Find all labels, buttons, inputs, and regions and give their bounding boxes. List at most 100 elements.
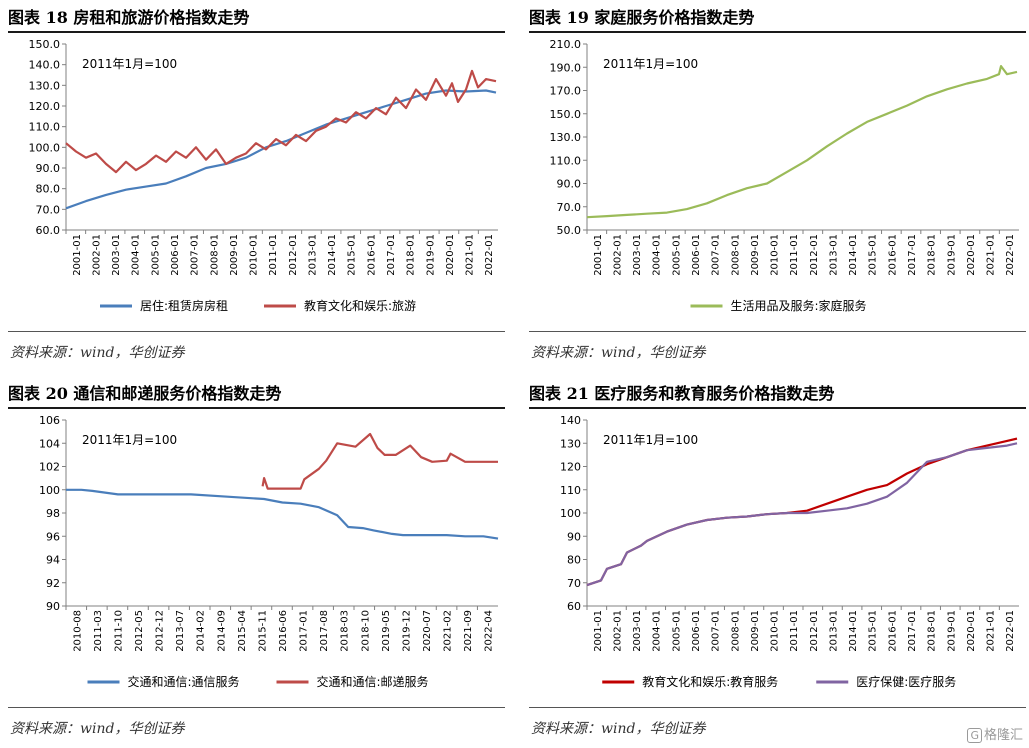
chart-annotation: 2011年1月=100 xyxy=(603,433,698,447)
x-tick-label: 2012-01 xyxy=(288,234,299,276)
chart-annotation: 2011年1月=100 xyxy=(82,57,177,71)
x-tick-label: 2021-01 xyxy=(986,234,997,276)
y-tick-label: 150.0 xyxy=(550,108,582,121)
x-tick-label: 2022-04 xyxy=(484,610,495,652)
x-tick-label: 2017-01 xyxy=(386,234,397,276)
chart-annotation: 2011年1月=100 xyxy=(603,57,698,71)
y-tick-label: 94 xyxy=(46,554,60,567)
x-tick-label: 2012-05 xyxy=(134,610,145,652)
x-tick-label: 2022-01 xyxy=(1005,234,1016,276)
x-tick-label: 2005-01 xyxy=(671,610,682,652)
y-tick-label: 120 xyxy=(560,461,581,474)
watermark-logo-icon: G xyxy=(967,728,982,743)
x-tick-label: 2006-01 xyxy=(691,610,702,652)
x-tick-label: 2016-01 xyxy=(887,610,898,652)
y-tick-label: 110.0 xyxy=(550,154,582,167)
y-tick-label: 90.0 xyxy=(36,162,61,175)
x-tick-label: 2003-01 xyxy=(632,234,643,276)
x-tick-label: 2006-01 xyxy=(691,234,702,276)
series-line-0 xyxy=(65,89,497,210)
x-tick-label: 2007-01 xyxy=(711,234,722,276)
source-note: 资料来源：wind，华创证券 xyxy=(10,721,185,737)
x-tick-label: 2011-01 xyxy=(789,234,800,276)
y-tick-label: 130.0 xyxy=(29,79,61,92)
source-rule xyxy=(8,707,505,708)
x-tick-label: 2007-01 xyxy=(190,234,201,276)
medical-education-chart: 60 70 80 90 100 110 120 130 140 2001-01 2002-01 200… xyxy=(560,414,1019,689)
title-rule xyxy=(529,407,1026,409)
y-tick-label: 104 xyxy=(39,437,60,450)
x-tick-label: 2013-01 xyxy=(828,234,839,276)
x-tick-label: 2015-01 xyxy=(868,610,879,652)
watermark: G 格隆汇 xyxy=(967,724,1023,743)
x-tick-label: 2014-01 xyxy=(848,610,859,652)
y-tick-label: 92 xyxy=(46,577,60,590)
x-tick-label: 2016-06 xyxy=(278,610,289,652)
x-tick-label: 2013-07 xyxy=(175,610,186,652)
y-tick-label: 100 xyxy=(560,507,581,520)
x-tick-label: 2019-01 xyxy=(946,610,957,652)
x-tick-label: 2010-08 xyxy=(72,610,83,652)
legend-label-0: 交通和通信:通信服务 xyxy=(128,674,240,689)
chart-title: 图表 21 医疗服务和教育服务价格指数走势 xyxy=(529,384,835,403)
x-tick-label: 2014-01 xyxy=(848,234,859,276)
y-tick-label: 96 xyxy=(46,530,60,543)
y-tick-label: 130 xyxy=(560,437,581,450)
watermark-text: 格隆汇 xyxy=(983,728,1023,743)
y-tick-label: 80 xyxy=(567,554,581,567)
y-tick-label: 90 xyxy=(46,600,60,613)
x-tick-label: 2005-01 xyxy=(671,234,682,276)
x-tick-label: 2002-01 xyxy=(612,610,623,652)
y-tick-label: 120.0 xyxy=(29,100,61,113)
x-tick-label: 2013-01 xyxy=(307,234,318,276)
household-services-chart: 50.0 70.0 90.0 110.0 130.0 150.0 170.0 190.0 210… xyxy=(550,38,1019,313)
y-tick-label: 140 xyxy=(560,414,581,427)
series-line-0 xyxy=(586,64,1018,219)
x-tick-label: 2005-01 xyxy=(150,234,161,276)
y-tick-label: 70 xyxy=(567,577,581,590)
y-tick-label: 90 xyxy=(567,530,581,543)
source-note: 资料来源：wind，华创证券 xyxy=(10,345,185,361)
series-line-0 xyxy=(586,437,1018,587)
x-tick-label: 2021-01 xyxy=(465,234,476,276)
x-tick-label: 2008-01 xyxy=(730,610,741,652)
x-tick-label: 2002-01 xyxy=(91,234,102,276)
chart-title: 图表 18 房租和旅游价格指数走势 xyxy=(8,8,250,27)
x-tick-label: 2018-10 xyxy=(360,610,371,652)
y-tick-label: 90.0 xyxy=(557,178,582,191)
x-tick-label: 2002-01 xyxy=(612,234,623,276)
chart-annotation: 2011年1月=100 xyxy=(82,433,177,447)
x-tick-label: 2014-02 xyxy=(196,610,207,652)
x-tick-label: 2003-01 xyxy=(111,234,122,276)
source-rule xyxy=(529,331,1026,332)
x-tick-label: 2020-01 xyxy=(966,234,977,276)
x-tick-label: 2018-01 xyxy=(927,610,938,652)
y-tick-label: 140.0 xyxy=(29,59,61,72)
legend-label-1: 教育文化和娱乐:旅游 xyxy=(304,298,416,313)
y-tick-label: 100 xyxy=(39,484,60,497)
x-tick-label: 2007-01 xyxy=(711,610,722,652)
y-tick-label: 110 xyxy=(560,484,581,497)
y-tick-label: 130.0 xyxy=(550,131,582,144)
y-tick-label: 98 xyxy=(46,507,60,520)
x-tick-label: 2011-10 xyxy=(113,610,124,652)
title-rule xyxy=(529,31,1026,33)
x-tick-label: 2010-01 xyxy=(770,234,781,276)
x-tick-label: 2021-02 xyxy=(443,610,454,652)
x-tick-label: 2020-07 xyxy=(422,610,433,652)
y-tick-label: 70.0 xyxy=(36,203,61,216)
source-rule xyxy=(529,707,1026,708)
x-tick-label: 2006-01 xyxy=(170,234,181,276)
x-tick-label: 2019-12 xyxy=(401,610,412,652)
chart-title: 图表 19 家庭服务价格指数走势 xyxy=(529,8,755,27)
x-tick-label: 2016-01 xyxy=(366,234,377,276)
legend-label-0: 居住:租赁房房租 xyxy=(140,298,228,313)
x-tick-label: 2010-01 xyxy=(770,610,781,652)
communication-postal-chart: 90 92 94 96 98 100 102 104 106 2010-08 2011-03 2011… xyxy=(39,414,499,689)
y-tick-label: 106 xyxy=(39,414,60,427)
chart-panel-rent-tourism: 图表 18 房租和旅游价格指数走势 60.0 70.0 80.0 90.0 100.0 1… xyxy=(8,0,505,372)
x-tick-label: 2008-01 xyxy=(730,234,741,276)
legend-label-1: 医疗保健:医疗服务 xyxy=(856,674,956,689)
x-tick-label: 2001-01 xyxy=(593,610,604,652)
x-tick-label: 2011-01 xyxy=(789,610,800,652)
